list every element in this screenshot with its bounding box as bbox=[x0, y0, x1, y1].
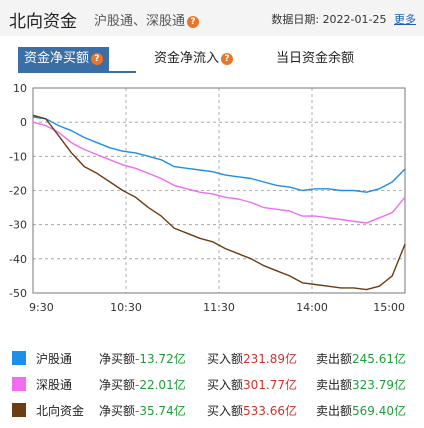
legend-buy: 买入额533.66亿 bbox=[207, 404, 298, 418]
legend-swatch-northbound bbox=[12, 403, 26, 417]
y-tick-label: -40 bbox=[9, 253, 27, 266]
y-axis: 10 0 -10 -20 -30 -40 -50 bbox=[9, 82, 27, 300]
legend-row-shenzhen: 深股通 净买额-22.01亿 买入额301.77亿 卖出额323.79亿 bbox=[0, 374, 424, 394]
x-tick-label: 15:00 bbox=[373, 301, 405, 314]
legend-row-northbound: 北向资金 净买额-35.74亿 买入额533.66亿 卖出额569.40亿 bbox=[0, 400, 424, 420]
legend-net: 净买额-13.72亿 bbox=[99, 352, 186, 366]
x-tick-label: 9:30 bbox=[29, 301, 54, 314]
tab-net-inflow-label: 资金净流入 bbox=[154, 51, 220, 66]
legend-swatch-shenzhen bbox=[12, 377, 26, 391]
legend-row-shanghai: 沪股通 净买额-13.72亿 买入额231.89亿 卖出额245.61亿 bbox=[0, 348, 424, 368]
legend-name: 北向资金 bbox=[36, 404, 85, 418]
tab-bar: 资金净买额? 资金净流入? 当日资金余额 bbox=[0, 43, 424, 73]
help-icon[interactable]: ? bbox=[187, 15, 200, 28]
page-subtitle: 沪股通、深股通? bbox=[94, 10, 200, 29]
y-tick-label: -30 bbox=[9, 219, 27, 232]
legend-name: 沪股通 bbox=[36, 352, 73, 366]
legend-swatch-shanghai bbox=[12, 351, 26, 365]
tab-net-inflow[interactable]: 资金净流入? bbox=[154, 47, 234, 71]
series-line-沪股通 bbox=[32, 116, 406, 193]
legend-sell: 卖出额569.40亿 bbox=[316, 404, 407, 418]
flow-chart[interactable]: 10 0 -10 -20 -30 -40 -50 9:30 10:30 11:30 14:00 15… bbox=[0, 78, 424, 320]
legend-buy: 买入额301.77亿 bbox=[207, 378, 298, 392]
tab-inflow-help-icon[interactable]: ? bbox=[221, 52, 234, 65]
tab-daily-balance[interactable]: 当日资金余额 bbox=[276, 47, 354, 71]
series-line-北向资金 bbox=[32, 114, 406, 291]
tab-help-icon[interactable]: ? bbox=[91, 52, 104, 65]
x-tick-label: 14:00 bbox=[296, 301, 328, 314]
x-tick-label: 10:30 bbox=[110, 301, 142, 314]
y-tick-label: 0 bbox=[20, 116, 27, 129]
tab-underline bbox=[18, 71, 136, 73]
data-date: 数据日期: 2022-01-25 更多 bbox=[271, 11, 416, 27]
legend-buy: 买入额231.89亿 bbox=[207, 352, 298, 366]
header-bar: 北向资金 沪股通、深股通? 数据日期: 2022-01-25 更多 bbox=[0, 0, 424, 36]
y-tick-label: -20 bbox=[9, 185, 27, 198]
tab-daily-balance-label: 当日资金余额 bbox=[276, 51, 355, 66]
subtitle-text: 沪股通、深股通 bbox=[94, 14, 186, 29]
y-tick-label: -10 bbox=[9, 150, 27, 163]
x-tick-label: 11:30 bbox=[203, 301, 235, 314]
y-tick-label: 10 bbox=[13, 82, 27, 95]
legend-name: 深股通 bbox=[36, 378, 73, 392]
plot-frame bbox=[32, 87, 406, 294]
legend-net: 净买额-35.74亿 bbox=[99, 404, 186, 418]
series-line-深股通 bbox=[32, 121, 406, 224]
page-title: 北向资金 bbox=[9, 12, 77, 32]
date-value: 2022-01-25 bbox=[322, 13, 387, 26]
legend-net: 净买额-22.01亿 bbox=[99, 378, 186, 392]
tab-net-buy-label: 资金净买额 bbox=[24, 51, 90, 66]
y-tick-label: -50 bbox=[9, 287, 27, 300]
date-label: 数据日期: bbox=[271, 13, 320, 26]
tab-net-buy[interactable]: 资金净买额? bbox=[18, 47, 110, 71]
more-link[interactable]: 更多 bbox=[394, 13, 416, 26]
x-axis: 9:30 10:30 11:30 14:00 15:00 bbox=[29, 301, 405, 314]
legend-sell: 卖出额323.79亿 bbox=[316, 378, 407, 392]
series-lines bbox=[32, 114, 406, 291]
legend-sell: 卖出额245.61亿 bbox=[316, 352, 407, 366]
